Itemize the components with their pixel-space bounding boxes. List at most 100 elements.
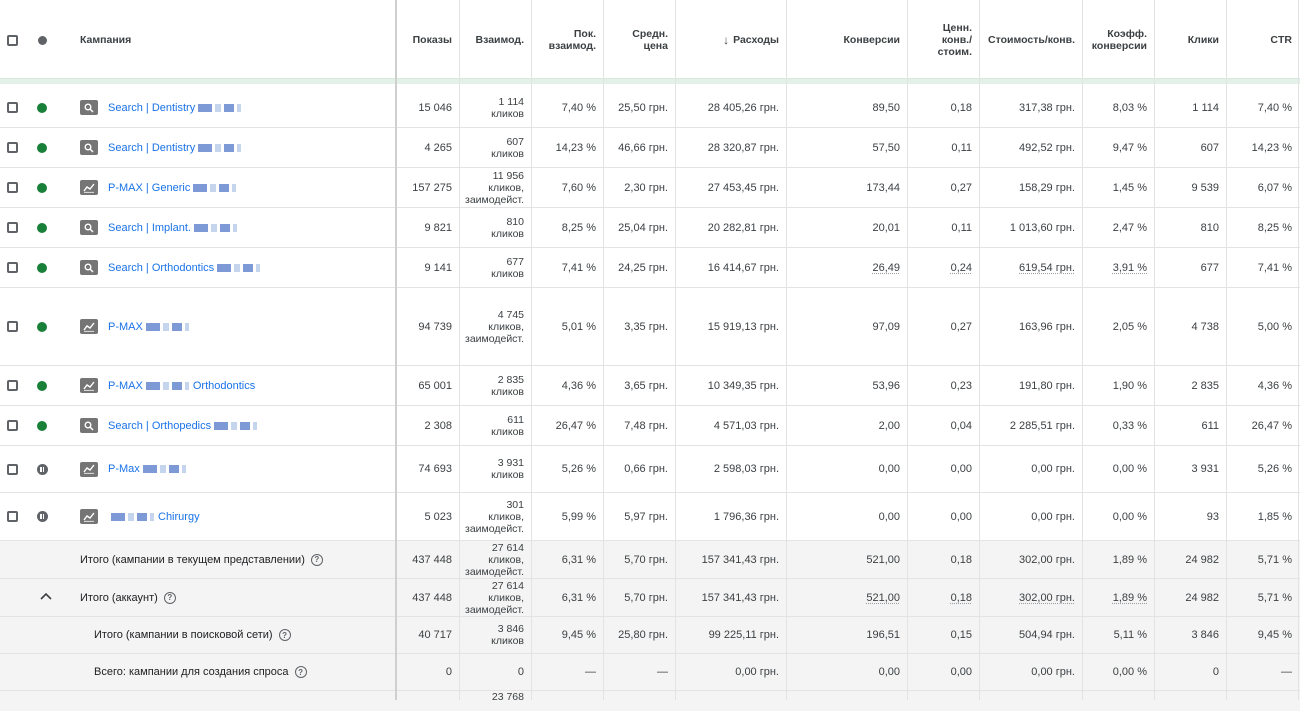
redacted-block xyxy=(243,264,253,272)
row-checkbox[interactable] xyxy=(7,182,18,193)
interaction-rate-value: 7,60 % xyxy=(562,182,596,194)
impressions-total: 0 xyxy=(446,666,452,678)
avg-cost-value: 25,50 грн. xyxy=(618,102,668,114)
status-enabled-icon[interactable] xyxy=(37,143,47,153)
conv-value-cost-total: 0,00 xyxy=(951,666,972,678)
status-paused-icon[interactable] xyxy=(37,511,48,522)
row-checkbox[interactable] xyxy=(7,511,18,522)
conversions-total: 521,00 xyxy=(866,592,900,604)
col-campaign[interactable]: Кампания xyxy=(80,0,380,80)
status-enabled-icon[interactable] xyxy=(37,263,47,273)
table-row[interactable]: Search | Orthodontics 9 141 677 кликов 7,41 … xyxy=(0,248,1300,288)
col-impressions[interactable]: Показы xyxy=(396,0,460,80)
row-checkbox[interactable] xyxy=(7,262,18,273)
status-paused-icon[interactable] xyxy=(37,464,48,475)
table-row[interactable]: P-MAX Orthodontics 65 001 2 835 кликов 4,36 %… xyxy=(0,366,1300,406)
total-cell-cost: 0,00 грн. xyxy=(676,654,787,690)
help-icon[interactable]: ? xyxy=(311,554,323,566)
campaign-name-link[interactable]: P-MAX | Generic xyxy=(108,182,236,194)
col-interaction-rate[interactable]: Пок. взаимод. xyxy=(532,0,604,80)
col-conversions[interactable]: Конверсии xyxy=(787,0,908,80)
col-conv-rate[interactable]: Коэфф. конверсии xyxy=(1083,0,1155,80)
interactions-value: 611 кликов xyxy=(491,414,524,438)
col-conv-rate-label: Коэфф. конверсии xyxy=(1089,28,1147,52)
col-ctr[interactable]: CTR xyxy=(1227,0,1300,80)
col-campaign-label: Кампания xyxy=(80,34,131,46)
table-row[interactable]: P-MAX 94 739 4 745 кликов, заимодейст. 5,01 %… xyxy=(0,288,1300,366)
row-checkbox[interactable] xyxy=(7,321,18,332)
total-cell-avg-cost: 5,70 грн. xyxy=(604,541,676,578)
select-all-checkbox[interactable] xyxy=(7,35,18,46)
cell-interaction-rate: 5,01 % xyxy=(532,288,604,365)
interactions-unit-2: заимодейст. xyxy=(465,194,524,206)
row-checkbox[interactable] xyxy=(7,142,18,153)
interactions-value: 301 кликов, заимодейст. xyxy=(465,499,524,535)
conv-value-cost-value: 0,11 xyxy=(951,142,972,154)
campaign-name-link[interactable]: Search | Dentistry xyxy=(108,142,241,154)
help-icon[interactable]: ? xyxy=(164,592,176,604)
status-enabled-icon[interactable] xyxy=(37,223,47,233)
campaign-name-link[interactable]: P-MAX Orthodontics xyxy=(108,380,255,392)
col-interactions-label: Взаимод. xyxy=(476,34,524,46)
cell-interactions: 611 кликов xyxy=(460,406,532,445)
cell-conversions: 0,00 xyxy=(787,446,908,492)
table-row[interactable]: P-MAX | Generic 157 275 11 956 кликов, заимо… xyxy=(0,168,1300,208)
table-row[interactable]: Chirurgy 5 023 301 кликов, заимодейст. 5,99 %… xyxy=(0,493,1300,541)
campaign-name-link[interactable]: Search | Implant. xyxy=(108,222,237,234)
table-row[interactable]: Search | Dentistry 15 046 1 114 кликов 7,40 … xyxy=(0,88,1300,128)
redacted-block xyxy=(220,224,230,232)
campaign-name-link[interactable]: Search | Orthodontics xyxy=(108,262,260,274)
interactions-unit: кликов xyxy=(491,635,524,647)
cost-per-conv-value: 492,52 грн. xyxy=(1019,142,1075,154)
row-checkbox[interactable] xyxy=(7,380,18,391)
table-row[interactable]: P-Max 74 693 3 931 кликов 5,26 % 0,66 грн. 2 5… xyxy=(0,446,1300,493)
col-clicks[interactable]: Клики xyxy=(1155,0,1227,80)
interaction-rate-value: 7,40 % xyxy=(562,102,596,114)
table-row[interactable]: Search | Orthopedics 2 308 611 кликов 26,47 … xyxy=(0,406,1300,446)
search-campaign-icon xyxy=(80,140,98,155)
interaction-rate-total: — xyxy=(585,666,596,678)
col-cost-per-conv-label: Стоимость/конв. xyxy=(988,34,1075,46)
cell-impressions: 157 275 xyxy=(396,168,460,207)
col-cost[interactable]: ↓ Расходы xyxy=(676,0,787,80)
col-conv-value-cost[interactable]: Ценн. конв./ стоим. xyxy=(908,0,980,80)
interactions-value: 23 768 xyxy=(492,691,524,703)
conv-rate-total: 0,00 % xyxy=(1113,666,1147,678)
cost-value: 16 414,67 грн. xyxy=(708,262,779,274)
status-enabled-icon[interactable] xyxy=(37,421,47,431)
campaign-name-link[interactable]: Search | Dentistry xyxy=(108,102,241,114)
status-enabled-icon[interactable] xyxy=(37,322,47,332)
campaign-name-link[interactable]: P-Max xyxy=(108,463,186,475)
col-interactions[interactable]: Взаимод. xyxy=(460,0,532,80)
row-checkbox[interactable] xyxy=(7,102,18,113)
col-avg-cost[interactable]: Средн. цена xyxy=(604,0,676,80)
campaign-name-link[interactable]: Search | Orthopedics xyxy=(108,420,257,432)
ctr-value: 5,00 % xyxy=(1258,321,1292,333)
row-checkbox[interactable] xyxy=(7,420,18,431)
campaign-name-link[interactable]: P-MAX xyxy=(108,321,189,333)
cell-avg-cost: 7,48 грн. xyxy=(604,406,676,445)
conv-rate-value: 0,33 % xyxy=(1113,420,1147,432)
status-column-icon[interactable] xyxy=(38,36,47,45)
row-checkbox[interactable] xyxy=(7,222,18,233)
help-icon[interactable]: ? xyxy=(295,666,307,678)
clicks-total: 24 982 xyxy=(1185,554,1219,566)
table-row[interactable]: Search | Dentistry 4 265 607 кликов 14,23 % 4… xyxy=(0,128,1300,168)
column-divider xyxy=(979,0,980,700)
conversions-value: 173,44 xyxy=(866,182,900,194)
col-cost-per-conv[interactable]: Стоимость/конв. xyxy=(980,0,1083,80)
campaign-name-link[interactable]: Chirurgy xyxy=(108,511,200,523)
cost-value: 4 571,03 грн. xyxy=(714,420,779,432)
status-enabled-icon[interactable] xyxy=(37,103,47,113)
collapse-button[interactable] xyxy=(36,579,56,616)
conv-rate-total: 5,11 % xyxy=(1114,629,1147,641)
help-icon[interactable]: ? xyxy=(279,629,291,641)
ctr-value: 26,47 % xyxy=(1252,420,1292,432)
status-enabled-icon[interactable] xyxy=(37,381,47,391)
col-interaction-rate-label: Пок. взаимод. xyxy=(536,28,596,52)
status-enabled-icon[interactable] xyxy=(37,183,47,193)
totals-label: Итого (кампании в поисковой сети) xyxy=(94,629,273,641)
cell-interactions: 301 кликов, заимодейст. xyxy=(460,493,532,540)
table-row[interactable]: Search | Implant. 9 821 810 кликов 8,25 % 25,… xyxy=(0,208,1300,248)
row-checkbox[interactable] xyxy=(7,464,18,475)
